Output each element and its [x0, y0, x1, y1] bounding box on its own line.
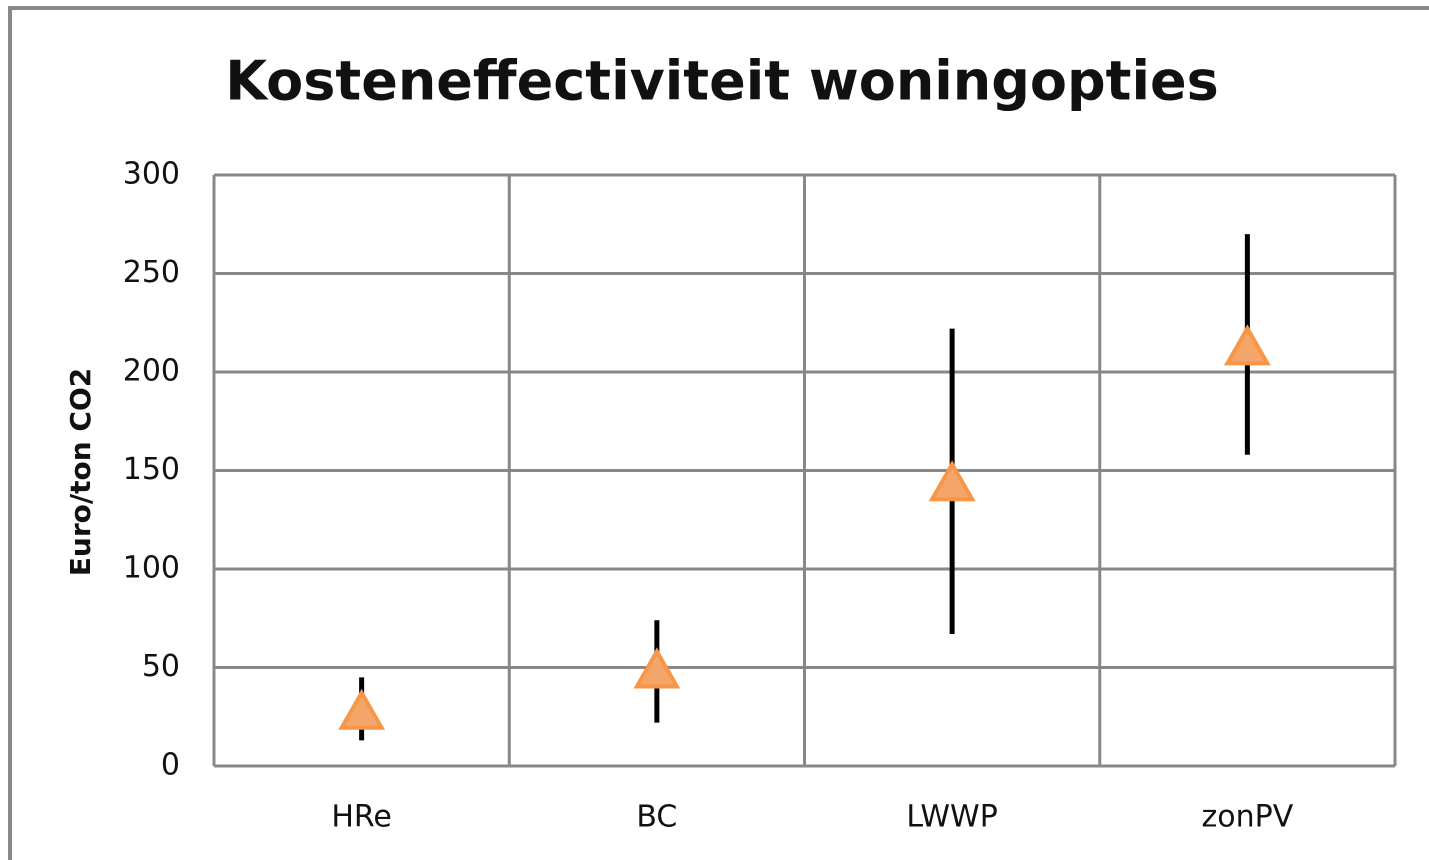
y-tick-label: 250	[123, 255, 180, 290]
y-tick-label: 300	[123, 157, 180, 192]
y-tick-label: 0	[161, 748, 180, 783]
y-axis-label: Euro/ton CO2	[64, 368, 97, 576]
x-tick-label: LWWP	[906, 800, 997, 835]
marker	[1223, 324, 1271, 366]
x-tick-label: HRe	[331, 800, 392, 835]
frame	[8, 6, 1429, 860]
x-tick-label: zonPV	[1202, 800, 1294, 835]
marker	[338, 688, 386, 730]
y-tick-label: 200	[123, 354, 180, 389]
y-tick-label: 150	[123, 452, 180, 487]
marker	[928, 460, 976, 502]
marker	[633, 647, 681, 689]
y-tick-label: 100	[123, 551, 180, 586]
x-tick-label: BC	[636, 800, 677, 835]
y-tick-label: 50	[142, 649, 180, 684]
chart-title: Kosteneffectiviteit woningopties	[225, 50, 1219, 113]
